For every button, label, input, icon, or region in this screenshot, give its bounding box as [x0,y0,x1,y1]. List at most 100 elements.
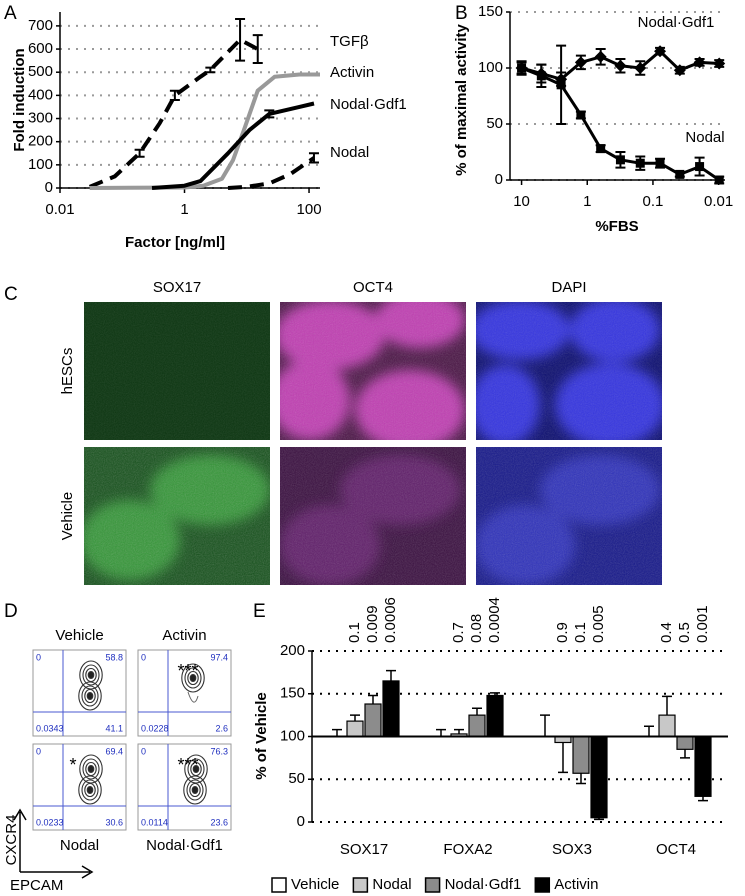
p-value: 0.009 [364,605,381,643]
quadrant-value: 0.0228 [141,723,169,733]
series-label: Nodal·Gdf1 [638,14,715,31]
micrograph [84,447,270,585]
contour [192,764,200,774]
p-value: 0.7 [450,622,467,643]
error-bar [540,714,550,737]
quadrant-value: 97.4 [210,652,228,662]
panel-letter: A [4,3,17,24]
series-line [227,156,316,190]
plot-label: Nodal [60,837,99,854]
p-value: 0.001 [694,605,711,643]
significance: *** [177,755,198,775]
column-label: SOX17 [153,279,201,296]
flow-plot [137,649,232,737]
marker [596,144,606,154]
row-label: Vehicle [59,492,76,540]
series-line [88,37,259,189]
panel-letter: B [455,3,468,24]
contour [184,754,208,784]
contour [189,782,201,798]
column-label: OCT4 [353,279,393,296]
x-tick-label: FOXA2 [443,841,492,858]
bar [590,735,608,819]
p-value: 0.0006 [382,597,399,643]
marker [615,155,625,165]
marker [517,63,527,73]
bar [658,714,676,738]
significance: *** [177,661,198,681]
column-label: DAPI [551,279,586,296]
legend-swatch [352,877,369,893]
y-axis-label: Fold induction [11,48,28,151]
contour [82,664,100,686]
series-label: Activin [330,64,374,81]
error-bar [169,89,180,101]
x-tick-label: 100 [297,201,322,218]
contour [186,779,204,801]
x-tick-label: SOX17 [340,841,388,858]
plot-label: Activin [162,627,206,644]
y-tick-label: 100 [478,59,503,76]
p-value: 0.9 [554,622,571,643]
bar [346,720,364,738]
marker [635,158,645,168]
marker [713,57,726,70]
marker [695,162,705,172]
marker [714,175,724,185]
error-bar [386,669,396,681]
contour [82,758,100,780]
micrograph [280,302,466,440]
micrograph [476,447,662,585]
y-tick-label: 600 [28,40,53,57]
flow-y-axis: CXCR4 [3,815,20,866]
y-tick-label: 100 [280,727,305,744]
bar [382,680,400,738]
contour [79,754,103,784]
error-bar [205,66,216,74]
contour [86,785,94,795]
error-bar [558,742,568,774]
contour [87,764,95,774]
quadrant-value: 23.6 [210,817,228,827]
marker [655,158,665,168]
series-line [89,72,320,190]
quadrant-value: 69.4 [105,746,123,756]
error-bar [264,109,275,119]
series-label: Nodal [330,144,369,161]
x-tick-label: 0.01 [704,193,733,210]
marker [574,56,587,69]
quadrant-value: 0 [141,652,146,662]
contour [84,782,96,798]
error-bar [134,148,145,158]
x-axis-label: Factor [ng/ml] [125,234,225,251]
marker [614,59,627,72]
contour [84,688,96,704]
bar [468,714,486,738]
contour [187,758,205,780]
x-tick-label: SOX3 [552,841,592,858]
quadrant-value: 0 [36,652,41,662]
p-value: 0.1 [572,622,589,643]
x-axis-label: %FBS [595,218,638,235]
quadrant-value: 0.0343 [36,723,64,733]
marker [594,50,607,63]
p-value: 0.4 [658,622,675,643]
bar [676,735,694,750]
legend-label: Vehicle [291,876,339,893]
error-bar [662,695,672,716]
error-bar [680,749,690,759]
bar [486,694,504,738]
y-axis-label: % of Vehicle [253,692,270,780]
row-label: hESCs [59,348,76,395]
p-value: 0.1 [346,622,363,643]
error-bar [576,773,586,785]
flow-x-axis: EPCAM [10,877,63,894]
series-label: Nodal [685,129,724,146]
x-tick-label: 10 [513,193,530,210]
contour [183,775,207,805]
error-bar [472,707,482,716]
y-tick-label: 150 [478,3,503,20]
y-tick-label: 50 [288,770,305,787]
panel-letter: C [4,284,18,305]
